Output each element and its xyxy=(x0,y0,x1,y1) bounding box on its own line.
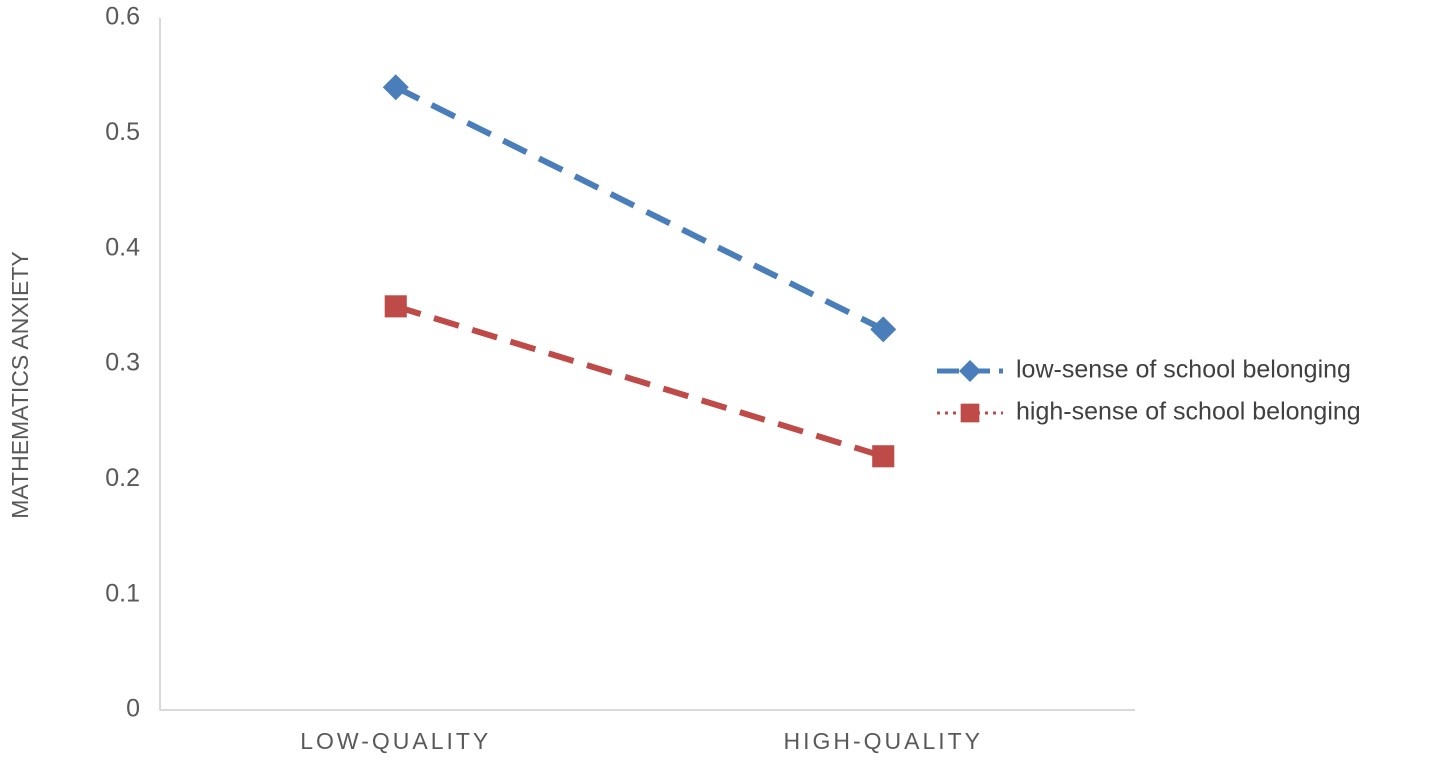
data-point xyxy=(384,295,407,318)
y-tick-label: 0.1 xyxy=(105,579,140,607)
y-tick-label: 0.5 xyxy=(105,118,140,146)
y-tick-label: 0.3 xyxy=(105,349,140,377)
series-line xyxy=(394,84,885,333)
series-line xyxy=(394,303,885,460)
y-axis-label: MATHEMATICS ANXIETY xyxy=(7,251,33,519)
x-tick-label: LOW-QUALITY xyxy=(300,728,491,754)
legend-label: high-sense of school belonging xyxy=(1016,398,1361,426)
y-tick-label: 0 xyxy=(126,695,140,723)
y-tick-label: 0.4 xyxy=(105,233,140,261)
y-tick-label: 0.6 xyxy=(105,3,140,31)
data-point xyxy=(382,74,409,101)
legend-label: low-sense of school belonging xyxy=(1016,356,1351,384)
legend-marker xyxy=(960,403,980,423)
data-point xyxy=(870,316,897,343)
y-tick-label: 0.2 xyxy=(105,464,140,492)
data-point xyxy=(872,445,895,468)
x-tick-label: HIGH-QUALITY xyxy=(783,728,983,754)
legend-marker xyxy=(959,360,981,382)
